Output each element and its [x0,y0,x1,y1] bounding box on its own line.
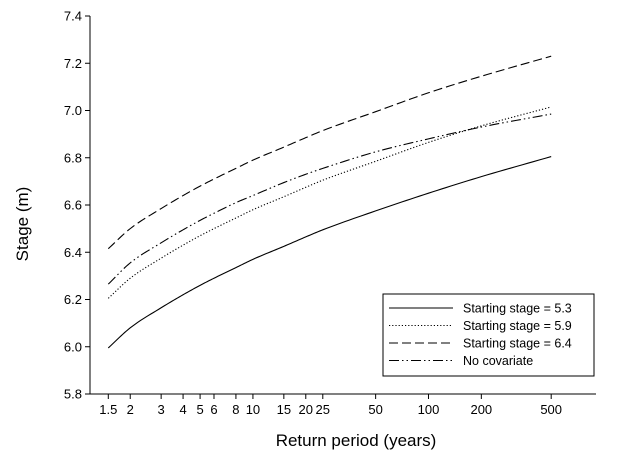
series-layer [107,55,552,349]
x-tick-label: 500 [540,402,562,417]
y-tick-label: 6.6 [64,198,82,213]
series-line-2 [107,106,552,299]
x-tick-label: 2 [127,402,134,417]
series-line-4 [107,113,552,285]
x-axis-title: Return period (years) [276,431,437,450]
x-tick-label: 10 [246,402,260,417]
axes-layer: 5.8 6.0 6.2 6.4 6.6 6.8 7.0 7.2 7.4 1.5 2 3 4 5 6 8 10 15… [64,9,596,417]
x-tick-label: 200 [470,402,492,417]
x-tick-label: 6 [210,402,217,417]
x-tick-label: 50 [368,402,382,417]
y-tick-label: 7.0 [64,103,82,118]
x-tick-label: 20 [299,402,313,417]
x-tick-label: 1.5 [99,402,117,417]
y-tick-label: 6.8 [64,150,82,165]
x-tick-label: 25 [316,402,330,417]
legend-label-3: Starting stage = 6.4 [463,337,572,351]
y-tick-label: 7.4 [64,9,82,24]
x-tick-label: 15 [277,402,291,417]
x-tick-label: 3 [158,402,165,417]
x-tick-label: 4 [179,402,186,417]
y-tick-label: 5.8 [64,387,82,402]
legend-label-4: No covariate [463,354,533,368]
y-tick-label: 7.2 [64,56,82,71]
legend: Starting stage = 5.3 Starting stage = 5.9… [382,293,595,377]
y-tick-label: 6.0 [64,339,82,354]
y-tick-label: 6.4 [64,245,82,260]
x-tick-label: 8 [232,402,239,417]
legend-label-1: Starting stage = 5.3 [463,302,572,316]
legend-label-2: Starting stage = 5.9 [463,319,572,333]
series-line-3 [107,55,552,250]
y-tick-label: 6.2 [64,292,82,307]
x-tick-label: 5 [196,402,203,417]
series-line-1 [107,156,552,349]
y-axis-title: Stage (m) [13,187,32,262]
x-tick-label: 100 [418,402,440,417]
